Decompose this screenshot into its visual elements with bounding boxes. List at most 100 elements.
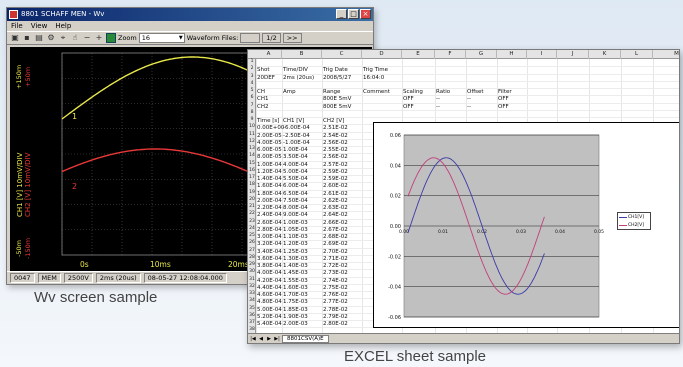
- cell[interactable]: 1.00E-04: [257, 161, 282, 168]
- row-header[interactable]: 14: [249, 153, 255, 159]
- row-header[interactable]: 20: [249, 196, 255, 202]
- cell[interactable]: 1.60E-04: [257, 183, 282, 190]
- cell[interactable]: 4.00E-04: [257, 270, 282, 277]
- column-header-k[interactable]: K: [589, 50, 621, 59]
- cell[interactable]: 1.20E-04: [257, 168, 282, 175]
- cell[interactable]: OFF: [403, 96, 414, 103]
- row-header[interactable]: 3: [250, 73, 254, 79]
- zoom-in-icon[interactable]: +: [95, 33, 103, 42]
- cell[interactable]: 5.00E-04: [283, 168, 308, 175]
- cell[interactable]: 2.80E-02: [323, 321, 348, 327]
- cell[interactable]: 5.40E-04: [257, 321, 282, 327]
- menu-file[interactable]: File: [11, 22, 23, 30]
- sheet-tab[interactable]: 8801CSV(A)E: [282, 334, 329, 343]
- cell[interactable]: 1.20E-03: [283, 241, 308, 248]
- cell[interactable]: 2.79E-02: [323, 313, 348, 320]
- cursor-icon[interactable]: ⌖: [60, 33, 66, 42]
- cell[interactable]: 2.40E-04: [257, 212, 282, 219]
- cell[interactable]: 6.00E-04: [283, 183, 308, 190]
- zoom-select[interactable]: 16 ▼: [138, 33, 185, 43]
- close-button[interactable]: ×: [360, 9, 371, 19]
- cell[interactable]: 5.50E-04: [283, 176, 308, 182]
- cell[interactable]: 3.00E-04: [257, 234, 282, 240]
- cell[interactable]: 16:04:0: [363, 74, 385, 81]
- row-header[interactable]: 9: [250, 117, 254, 122]
- cell[interactable]: -1.00E-04: [283, 139, 310, 146]
- excel-chart[interactable]: 0.06 0.04 0.02 0.00 -0.02 -0.04 -0.06 0.00 0.01 0…: [373, 122, 679, 328]
- row-header[interactable]: 25: [249, 233, 255, 238]
- print-icon[interactable]: ▤: [35, 33, 43, 42]
- minimize-button[interactable]: _: [336, 9, 347, 19]
- cell[interactable]: 3.50E-04: [283, 154, 308, 161]
- column-header-d[interactable]: D: [362, 50, 402, 59]
- cell[interactable]: Shot: [257, 67, 270, 74]
- cell[interactable]: 1.30E-03: [283, 255, 308, 262]
- cell[interactable]: 2.69E-02: [323, 241, 348, 248]
- cell[interactable]: 2.64E-02: [323, 212, 348, 219]
- cell[interactable]: 1.10E-03: [283, 234, 308, 240]
- save-icon[interactable]: ▪: [24, 33, 30, 42]
- tab-prev-icon[interactable]: ◀: [259, 335, 263, 342]
- column-header-f[interactable]: F: [435, 50, 466, 59]
- cell[interactable]: 8.00E-05: [257, 154, 282, 161]
- tab-first-icon[interactable]: |◀: [250, 335, 256, 342]
- cell[interactable]: 4.20E-04: [257, 277, 282, 284]
- cell[interactable]: 4.00E-05: [257, 139, 282, 146]
- row-header[interactable]: 2: [250, 66, 254, 72]
- row-header[interactable]: 6: [250, 95, 254, 101]
- cell[interactable]: 3.20E-04: [257, 241, 282, 248]
- cell[interactable]: 20DEF: [257, 74, 275, 81]
- cell[interactable]: 2.54E-02: [323, 132, 348, 139]
- column-header-b[interactable]: B: [282, 50, 322, 59]
- row-header[interactable]: 12: [249, 138, 255, 144]
- row-header[interactable]: 34: [249, 298, 255, 304]
- cell[interactable]: 2.73E-02: [323, 270, 348, 277]
- cell[interactable]: 2.59E-02: [323, 176, 348, 182]
- row-header[interactable]: 37: [249, 320, 255, 325]
- cell[interactable]: --: [436, 103, 440, 110]
- row-header[interactable]: 4: [250, 80, 254, 86]
- cell[interactable]: CH2: [257, 103, 269, 110]
- row-header[interactable]: 18: [249, 182, 255, 188]
- row-header[interactable]: 19: [249, 189, 255, 195]
- cell[interactable]: 4.00E-04: [283, 161, 308, 168]
- tab-last-icon[interactable]: ▶|: [274, 335, 280, 342]
- cell[interactable]: CH1: [257, 96, 269, 103]
- cell[interactable]: Time [s]: [257, 118, 280, 124]
- row-header[interactable]: 1: [250, 59, 254, 64]
- cell[interactable]: 2.70E-02: [323, 248, 348, 255]
- cell[interactable]: 4.60E-04: [257, 292, 282, 298]
- row-header[interactable]: 31: [249, 276, 255, 282]
- row-header[interactable]: 8: [250, 109, 254, 115]
- row-header[interactable]: 23: [249, 218, 255, 224]
- cell[interactable]: 3.80E-04: [257, 263, 282, 269]
- cell[interactable]: 1.45E-03: [283, 270, 308, 277]
- column-header-c[interactable]: C: [322, 50, 362, 59]
- cell[interactable]: 6.50E-04: [283, 190, 308, 197]
- cell[interactable]: 5.00E-04: [257, 306, 282, 313]
- row-header[interactable]: 33: [249, 291, 255, 296]
- cell[interactable]: 2.71E-02: [323, 255, 348, 262]
- column-header-l[interactable]: L: [621, 50, 653, 59]
- row-header[interactable]: 5: [250, 88, 254, 93]
- cell[interactable]: 1.00E-04: [283, 147, 308, 153]
- cell[interactable]: OFF: [498, 96, 509, 103]
- cell[interactable]: 2.77E-02: [323, 299, 348, 306]
- row-header[interactable]: 38: [249, 327, 255, 333]
- menu-help[interactable]: Help: [55, 22, 72, 30]
- cell[interactable]: 2.51E-02: [323, 125, 348, 132]
- cell[interactable]: CH2 [V]: [323, 118, 345, 124]
- settings-icon[interactable]: ⚙: [47, 33, 55, 42]
- row-header[interactable]: 22: [249, 211, 255, 217]
- row-header[interactable]: 24: [249, 225, 255, 231]
- cell[interactable]: 2.74E-02: [323, 277, 348, 284]
- column-header-a[interactable]: A: [256, 50, 282, 59]
- cell[interactable]: 2.60E-04: [257, 219, 282, 226]
- row-header[interactable]: 7: [250, 102, 254, 108]
- cell[interactable]: 1.05E-03: [283, 226, 308, 233]
- cell[interactable]: 2.61E-02: [323, 190, 348, 197]
- cell[interactable]: 1.70E-03: [283, 292, 308, 298]
- cell[interactable]: 2.60E-02: [323, 183, 348, 190]
- row-header[interactable]: 17: [249, 175, 255, 180]
- row-header[interactable]: 27: [249, 247, 255, 253]
